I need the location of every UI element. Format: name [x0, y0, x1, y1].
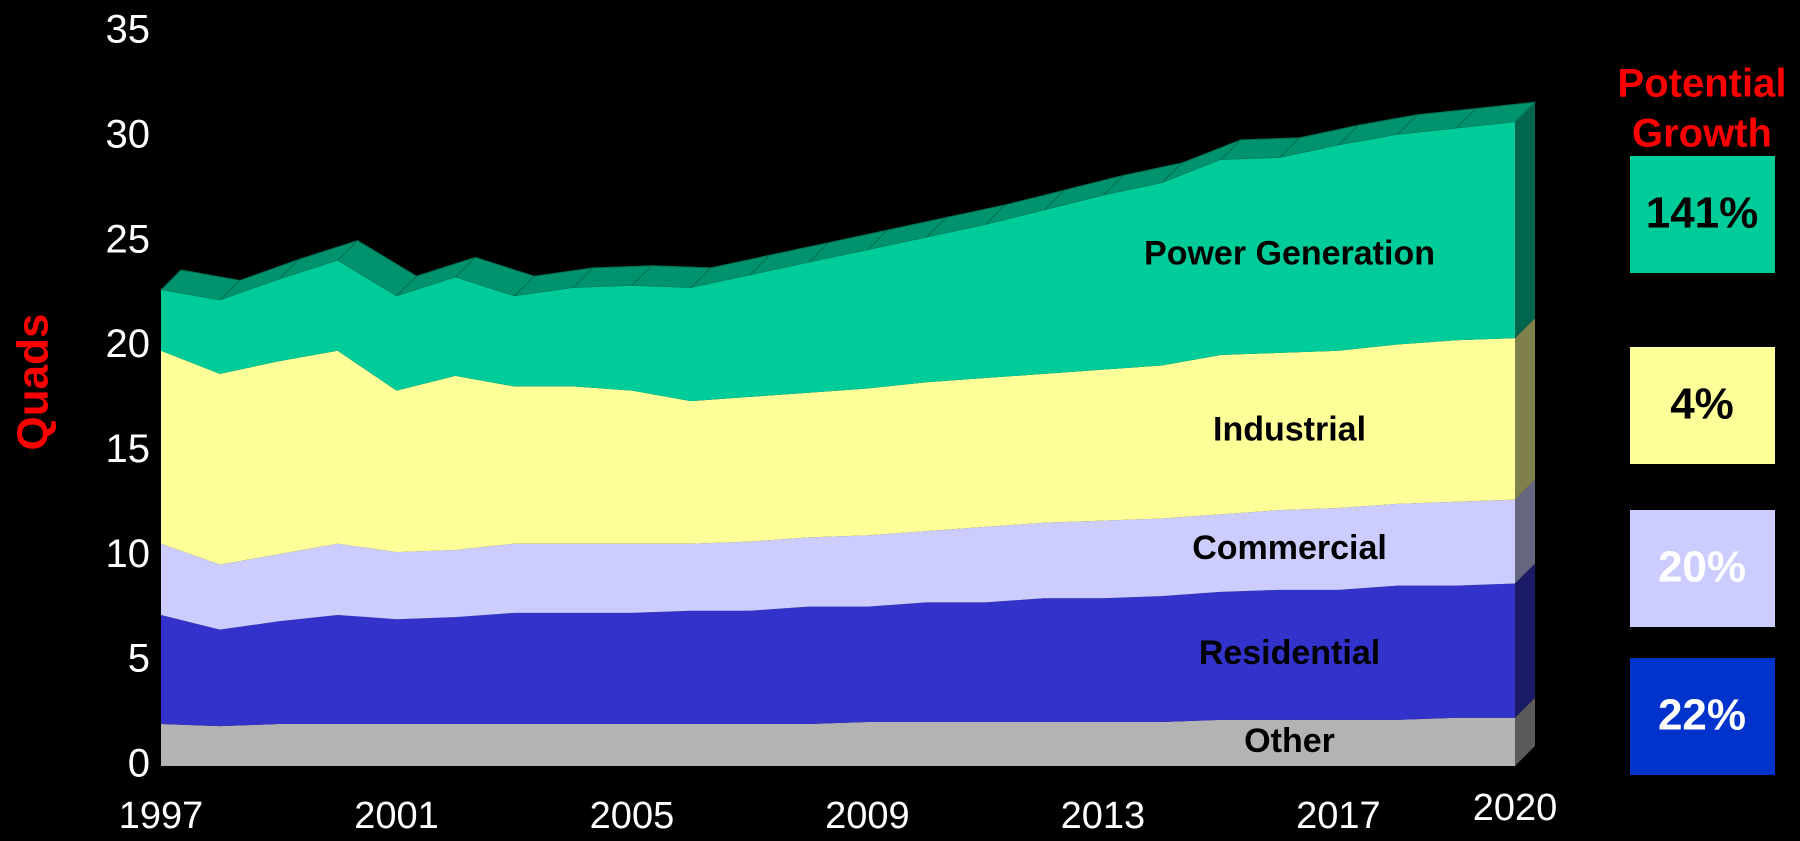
growth-label: 141% [1646, 189, 1759, 238]
x-tick-label: 2009 [825, 795, 910, 836]
y-tick-label: 0 [128, 742, 150, 786]
x-tick-label: 2020 [1473, 787, 1558, 829]
growth-box [1630, 347, 1775, 464]
area [161, 122, 1515, 402]
area-label: Power Generation [1144, 234, 1435, 272]
y-axis-label: Quads [9, 314, 58, 451]
area-label: Industrial [1213, 410, 1366, 448]
x-tick-label: 2001 [354, 795, 439, 836]
x-tick-label: 1997 [119, 795, 204, 836]
area [161, 717, 1515, 766]
growth-title: Potential [1618, 62, 1787, 106]
area-side [1515, 563, 1535, 718]
area [161, 499, 1515, 630]
area-side [1515, 318, 1535, 500]
x-tick-label: 2013 [1061, 795, 1146, 836]
area-side [1515, 479, 1535, 584]
y-tick-label: 10 [106, 532, 151, 576]
area-label: Commercial [1192, 529, 1387, 567]
area [161, 583, 1515, 727]
x-tick-label: 2017 [1296, 795, 1381, 836]
y-tick-label: 15 [106, 427, 151, 471]
growth-box [1630, 156, 1775, 273]
area [161, 338, 1515, 565]
y-tick-label: 5 [128, 637, 150, 681]
growth-title: Growth [1632, 112, 1772, 156]
growth-box [1630, 658, 1775, 775]
area-side [1515, 102, 1535, 339]
y-tick-label: 20 [106, 322, 151, 366]
y-tick-label: 35 [106, 8, 151, 52]
growth-label: 22% [1658, 691, 1746, 740]
area-label: Other [1244, 722, 1335, 760]
x-tick-label: 2005 [590, 795, 675, 836]
growth-label: 4% [1670, 380, 1734, 429]
area-side [1515, 697, 1535, 766]
growth-box [1630, 510, 1775, 627]
area-label: Residential [1199, 634, 1380, 672]
y-tick-label: 30 [106, 112, 151, 156]
y-tick-label: 25 [106, 217, 151, 261]
growth-label: 20% [1658, 543, 1746, 592]
